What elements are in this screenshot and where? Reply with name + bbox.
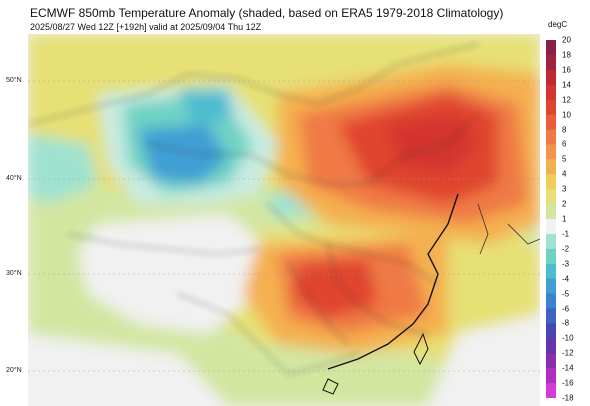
colorbar-segment — [546, 263, 556, 280]
taiwan-outline — [413, 332, 429, 366]
colorbar-tick-label: 18 — [562, 50, 571, 60]
china-southwest-border — [67, 233, 259, 255]
colorbar-segment — [546, 174, 556, 190]
anomaly-zone-minus5 — [138, 124, 228, 184]
colorbar-tick-label: 12 — [562, 95, 571, 105]
colorbar-segment — [546, 278, 556, 295]
colorbar-tick-label: 6 — [562, 139, 567, 149]
china-south-border — [177, 293, 359, 375]
anomaly-zone-minus4 — [178, 89, 233, 124]
colorbar-tick-label: 8 — [562, 125, 567, 134]
colorbar-tick-label: 2 — [562, 199, 567, 209]
colorbar-segment — [546, 353, 556, 369]
colorbar-tick-label: 14 — [562, 80, 571, 90]
lat-gridlines — [28, 80, 540, 372]
colorbar-segment — [546, 368, 556, 384]
lat-label-30n: 30°N — [6, 270, 22, 277]
colorbar-tick-label: 4 — [562, 169, 567, 179]
colorbar-segment — [546, 159, 556, 175]
colorbar — [546, 40, 556, 398]
colorbar-segment — [546, 383, 556, 398]
colorbar-tick-label: -3 — [562, 259, 570, 269]
province-border-central — [287, 263, 349, 345]
colorbar-tick-label: -4 — [562, 274, 570, 284]
colorbar-segment — [546, 54, 556, 71]
anomaly-map[interactable] — [28, 34, 540, 406]
boundary-lines — [28, 43, 479, 375]
colorbar-segment — [546, 204, 556, 220]
colorbar-segment — [546, 144, 556, 160]
colorbar-unit: degC — [548, 20, 568, 29]
korea-japan-outline — [477, 203, 540, 255]
lat-label-40n: 40°N — [6, 175, 22, 182]
colorbar-segment — [546, 233, 556, 250]
colorbar-tick-label: 16 — [562, 65, 571, 75]
hainan-outline — [322, 378, 339, 395]
map-title: ECMWF 850mb Temperature Anomaly (shaded,… — [30, 6, 504, 20]
colorbar-tick-label: -16 — [562, 378, 574, 388]
mongolia-china-border — [147, 113, 479, 185]
colorbar-tick-label: -8 — [562, 318, 570, 328]
colorbar-tick-label: 1 — [562, 214, 567, 224]
colorbar-segment — [546, 323, 556, 339]
lat-label-50n: 50°N — [6, 77, 22, 84]
country-border-north — [28, 43, 479, 125]
anomaly-zone-minus2-west — [28, 134, 98, 204]
colorbar-segment — [546, 219, 556, 235]
anomaly-zone-neutral-ocean — [428, 314, 540, 406]
province-border-north — [267, 203, 439, 285]
colorbar-tick-label: 20 — [562, 35, 571, 45]
colorbar-tick-label: -12 — [562, 348, 574, 358]
colorbar-tick-label: -6 — [562, 304, 570, 313]
colorbar-tick-label: -14 — [562, 363, 574, 373]
colorbar-segment — [546, 99, 556, 116]
colorbar-tick-label: -10 — [562, 333, 574, 343]
colorbar-segment — [546, 114, 556, 130]
coastline — [327, 193, 459, 370]
colorbar-segment — [546, 338, 556, 354]
anomaly-map-svg — [28, 34, 540, 406]
lat-label-20n: 20°N — [6, 367, 22, 374]
colorbar-segment — [546, 40, 556, 56]
colorbar-segment — [546, 84, 556, 101]
province-border-east — [327, 243, 429, 335]
anomaly-zone-neutral-south — [28, 334, 228, 406]
colorbar-segment — [546, 69, 556, 86]
colorbar-tick-label: -1 — [562, 229, 570, 239]
anomaly-zone-plus12-northeast — [388, 114, 478, 174]
colorbar-segment — [546, 248, 556, 265]
colorbar-segment — [546, 189, 556, 205]
colorbar-tick-label: -5 — [562, 289, 570, 299]
colorbar-tick-label: -18 — [562, 393, 574, 403]
colorbar-segment — [546, 308, 556, 324]
colorbar-tick-label: -2 — [562, 244, 570, 254]
colorbar-tick-label: 10 — [562, 110, 571, 120]
colorbar-tick-label: 3 — [562, 184, 567, 194]
map-subtitle: 2025/08/27 Wed 12Z [+192h] valid at 2025… — [30, 22, 262, 32]
colorbar-segment — [546, 129, 556, 145]
colorbar-tick-label: 5 — [562, 154, 567, 164]
colorbar-segment — [546, 293, 556, 309]
